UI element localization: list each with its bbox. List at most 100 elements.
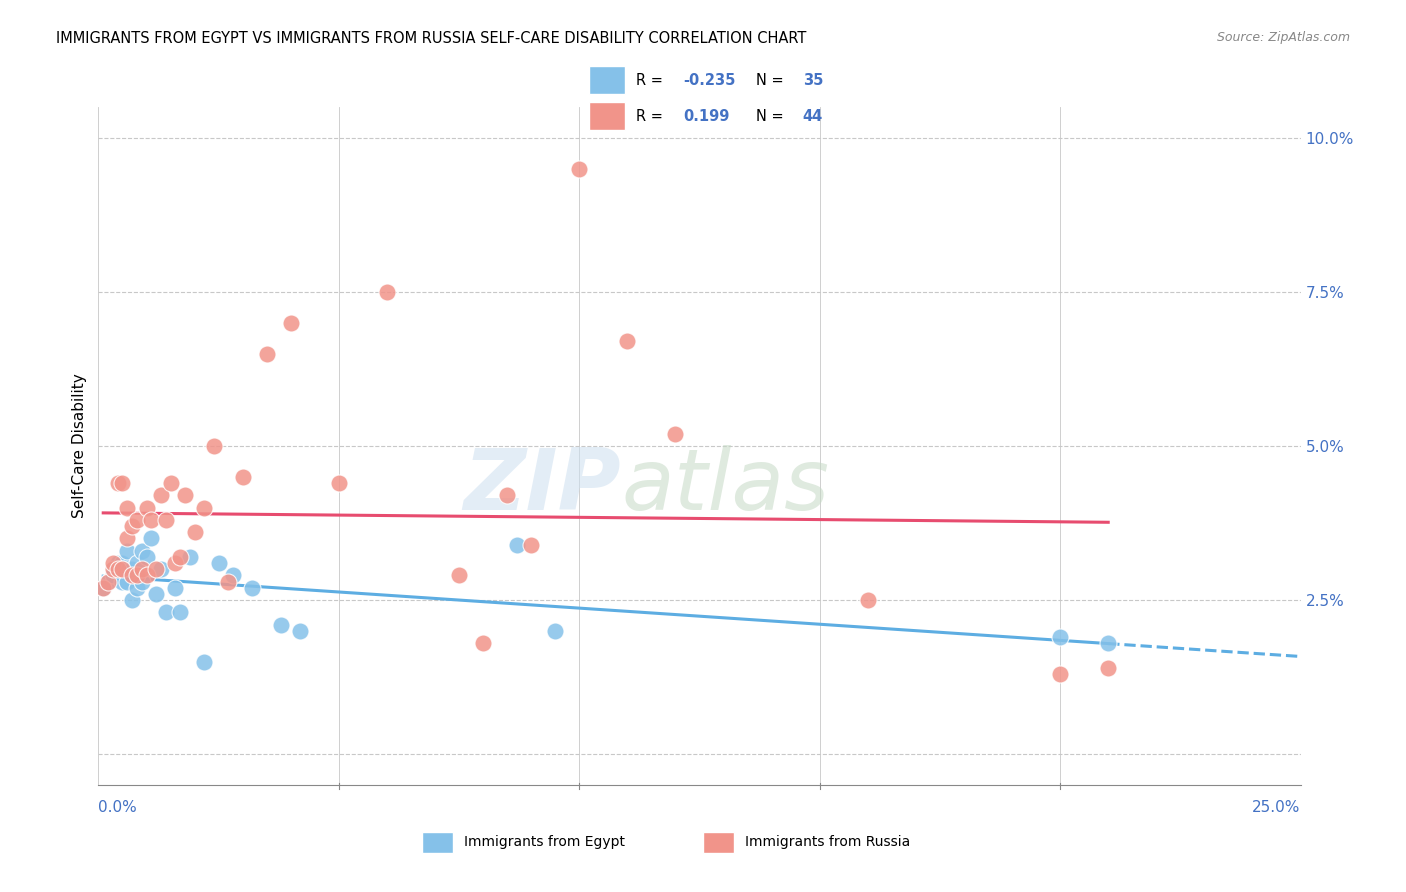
Text: N =: N = — [756, 72, 789, 87]
Point — [232, 470, 254, 484]
Point — [131, 562, 153, 576]
Text: Source: ZipAtlas.com: Source: ZipAtlas.com — [1216, 31, 1350, 45]
Point — [1049, 630, 1071, 644]
Point — [472, 636, 495, 650]
Point — [183, 525, 205, 540]
Point — [111, 556, 134, 570]
Point — [159, 475, 181, 490]
Point — [1049, 667, 1071, 681]
Point — [193, 655, 215, 669]
Point — [169, 549, 191, 564]
Point — [174, 488, 197, 502]
Text: ZIP: ZIP — [464, 445, 621, 528]
Text: N =: N = — [756, 109, 789, 124]
Point — [121, 562, 143, 576]
Point — [165, 581, 187, 595]
Point — [256, 346, 278, 360]
Point — [664, 426, 686, 441]
Point — [121, 519, 143, 533]
Point — [101, 562, 124, 576]
Point — [202, 439, 225, 453]
Text: 25.0%: 25.0% — [1253, 800, 1301, 814]
Point — [135, 568, 157, 582]
Point — [107, 562, 129, 576]
Point — [117, 574, 139, 589]
Point — [107, 562, 129, 576]
Point — [1097, 636, 1119, 650]
Point — [117, 500, 139, 515]
Point — [107, 556, 129, 570]
Point — [97, 574, 120, 589]
Point — [568, 161, 591, 176]
Point — [240, 581, 263, 595]
Point — [217, 574, 239, 589]
Text: IMMIGRANTS FROM EGYPT VS IMMIGRANTS FROM RUSSIA SELF-CARE DISABILITY CORRELATION: IMMIGRANTS FROM EGYPT VS IMMIGRANTS FROM… — [56, 31, 807, 46]
Point — [135, 549, 157, 564]
Point — [107, 475, 129, 490]
Text: 0.199: 0.199 — [683, 109, 730, 124]
Point — [117, 532, 139, 546]
Point — [135, 500, 157, 515]
Bar — [703, 831, 734, 854]
Point — [328, 475, 350, 490]
Point — [179, 549, 201, 564]
Point — [193, 500, 215, 515]
Point — [145, 587, 167, 601]
Point — [222, 568, 245, 582]
Point — [91, 581, 114, 595]
Point — [111, 562, 134, 576]
Text: atlas: atlas — [621, 445, 830, 528]
Point — [496, 488, 519, 502]
Point — [149, 562, 172, 576]
Point — [97, 574, 120, 589]
Point — [1097, 661, 1119, 675]
Point — [145, 562, 167, 576]
FancyBboxPatch shape — [589, 66, 624, 95]
Point — [506, 538, 529, 552]
Point — [111, 574, 134, 589]
Point — [131, 543, 153, 558]
Point — [165, 556, 187, 570]
Point — [208, 556, 231, 570]
Point — [290, 624, 312, 638]
Point — [280, 316, 302, 330]
Point — [375, 285, 398, 299]
Text: R =: R = — [636, 72, 666, 87]
Text: Immigrants from Russia: Immigrants from Russia — [745, 836, 911, 849]
Text: -0.235: -0.235 — [683, 72, 735, 87]
Point — [270, 617, 292, 632]
Point — [121, 593, 143, 607]
Point — [101, 556, 124, 570]
Point — [125, 556, 148, 570]
Point — [544, 624, 567, 638]
Point — [155, 513, 177, 527]
Point — [121, 568, 143, 582]
Y-axis label: Self-Care Disability: Self-Care Disability — [72, 374, 87, 518]
Text: 35: 35 — [803, 72, 823, 87]
Point — [91, 581, 114, 595]
Point — [155, 606, 177, 620]
Point — [117, 543, 139, 558]
Point — [141, 532, 163, 546]
Bar — [422, 831, 453, 854]
Point — [125, 568, 148, 582]
FancyBboxPatch shape — [589, 103, 624, 130]
Point — [447, 568, 470, 582]
Text: Immigrants from Egypt: Immigrants from Egypt — [464, 836, 626, 849]
Point — [169, 606, 191, 620]
Point — [141, 513, 163, 527]
Point — [101, 562, 124, 576]
Point — [616, 334, 638, 349]
Text: R =: R = — [636, 109, 666, 124]
Point — [131, 574, 153, 589]
Point — [111, 562, 134, 576]
Point — [149, 488, 172, 502]
Point — [856, 593, 879, 607]
Point — [125, 513, 148, 527]
Point — [101, 568, 124, 582]
Text: 44: 44 — [803, 109, 823, 124]
Point — [111, 475, 134, 490]
Point — [125, 581, 148, 595]
Point — [520, 538, 543, 552]
Text: 0.0%: 0.0% — [98, 800, 138, 814]
